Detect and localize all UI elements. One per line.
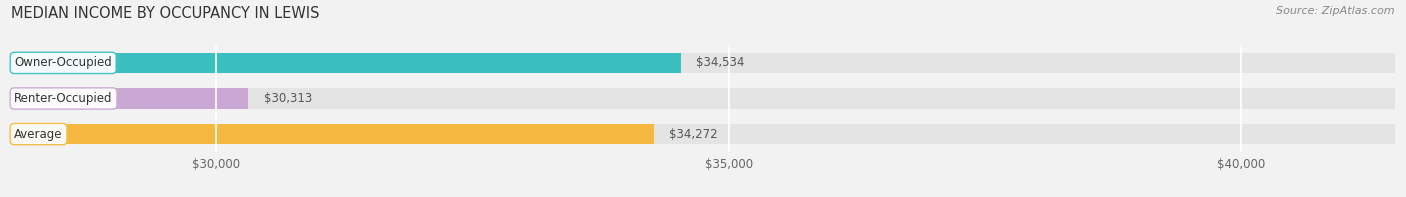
Bar xyxy=(11,53,681,73)
Text: $34,272: $34,272 xyxy=(669,128,718,141)
Text: Average: Average xyxy=(14,128,63,141)
Bar xyxy=(11,88,1395,109)
Text: $30,313: $30,313 xyxy=(264,92,312,105)
Bar xyxy=(11,53,1395,73)
Bar xyxy=(11,124,654,144)
Bar xyxy=(11,88,249,109)
Text: Owner-Occupied: Owner-Occupied xyxy=(14,56,112,69)
Bar xyxy=(11,124,1395,144)
Text: Source: ZipAtlas.com: Source: ZipAtlas.com xyxy=(1277,6,1395,16)
Text: MEDIAN INCOME BY OCCUPANCY IN LEWIS: MEDIAN INCOME BY OCCUPANCY IN LEWIS xyxy=(11,6,319,21)
Text: $34,534: $34,534 xyxy=(696,56,745,69)
Text: Renter-Occupied: Renter-Occupied xyxy=(14,92,112,105)
